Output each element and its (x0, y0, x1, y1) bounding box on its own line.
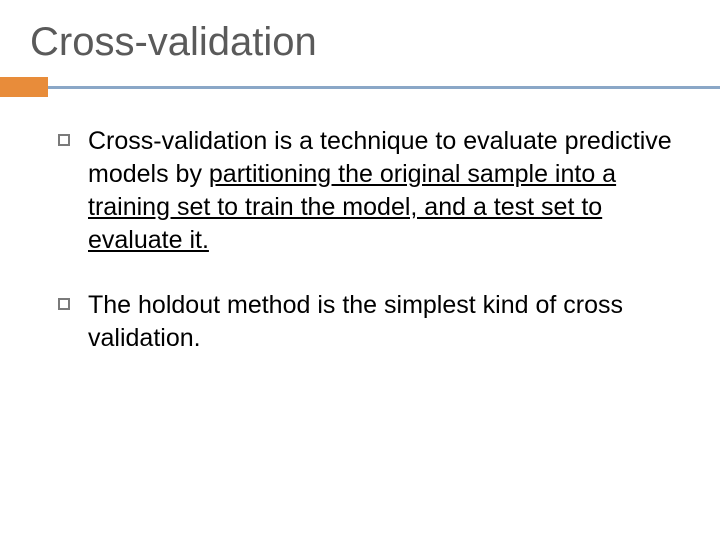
bullet-item: Cross-validation is a technique to evalu… (58, 125, 680, 257)
title-rule (0, 77, 720, 97)
content-area: Cross-validation is a technique to evalu… (0, 125, 720, 355)
accent-box (0, 77, 48, 97)
bullet-item: The holdout method is the simplest kind … (58, 289, 680, 355)
rule-line (48, 86, 720, 89)
slide-title: Cross-validation (0, 20, 720, 77)
bullet-marker-icon (58, 134, 70, 146)
bullet-plain-text: The holdout method is the simplest kind … (88, 291, 623, 352)
slide: Cross-validation Cross-validation is a t… (0, 0, 720, 540)
bullet-text: Cross-validation is a technique to evalu… (88, 125, 680, 257)
bullet-marker-icon (58, 298, 70, 310)
bullet-text: The holdout method is the simplest kind … (88, 289, 680, 355)
